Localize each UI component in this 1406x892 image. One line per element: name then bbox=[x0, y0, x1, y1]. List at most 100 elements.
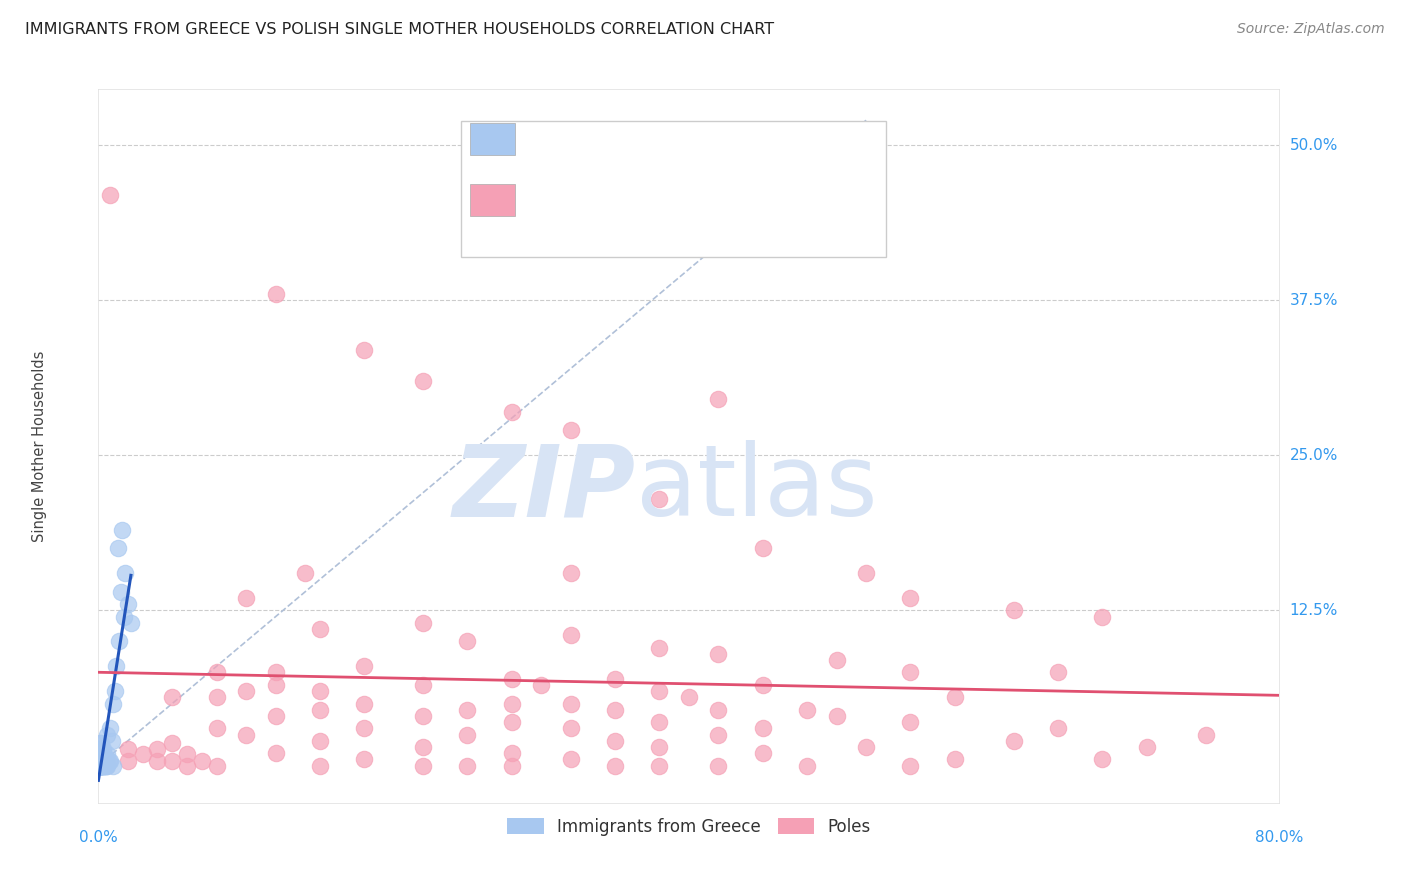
Point bbox=[648, 715, 671, 730]
Point bbox=[89, 747, 111, 762]
Point bbox=[605, 703, 627, 717]
Point bbox=[89, 758, 111, 772]
Point bbox=[560, 566, 582, 581]
Point bbox=[353, 343, 375, 357]
Point bbox=[309, 703, 332, 717]
Point bbox=[89, 758, 111, 772]
Text: IMMIGRANTS FROM GREECE VS POLISH SINGLE MOTHER HOUSEHOLDS CORRELATION CHART: IMMIGRANTS FROM GREECE VS POLISH SINGLE … bbox=[25, 22, 775, 37]
Point bbox=[501, 672, 523, 686]
Point bbox=[89, 758, 111, 772]
Point bbox=[94, 758, 117, 772]
Point bbox=[1091, 609, 1114, 624]
Point bbox=[752, 678, 775, 692]
Point bbox=[89, 758, 111, 772]
Point bbox=[117, 754, 139, 768]
Point bbox=[90, 747, 112, 762]
Text: 0.0%: 0.0% bbox=[79, 830, 118, 845]
Point bbox=[114, 566, 136, 581]
Point bbox=[91, 754, 114, 768]
Point bbox=[205, 690, 228, 705]
Point bbox=[110, 584, 132, 599]
Point bbox=[1091, 752, 1114, 766]
Point bbox=[90, 758, 112, 772]
Point bbox=[648, 684, 671, 698]
Point bbox=[412, 709, 434, 723]
Point bbox=[91, 758, 114, 772]
Point bbox=[89, 754, 111, 768]
Point bbox=[176, 758, 198, 772]
Point bbox=[605, 758, 627, 772]
Text: 25.0%: 25.0% bbox=[1289, 448, 1339, 463]
Text: 80.0%: 80.0% bbox=[1256, 830, 1303, 845]
Point bbox=[90, 754, 112, 768]
Point bbox=[89, 754, 111, 768]
Point bbox=[752, 541, 775, 556]
Point bbox=[501, 405, 523, 419]
Point bbox=[412, 758, 434, 772]
Legend: Immigrants from Greece, Poles: Immigrants from Greece, Poles bbox=[499, 810, 879, 845]
Point bbox=[132, 747, 155, 762]
Point bbox=[560, 752, 582, 766]
Point bbox=[93, 758, 115, 772]
Point bbox=[90, 758, 112, 772]
Point bbox=[90, 747, 112, 762]
Point bbox=[900, 591, 922, 605]
Point bbox=[162, 736, 183, 750]
Point bbox=[796, 703, 818, 717]
Point bbox=[530, 678, 553, 692]
Point bbox=[1136, 739, 1159, 754]
Point bbox=[457, 758, 479, 772]
Point bbox=[91, 758, 114, 772]
Point bbox=[309, 733, 332, 747]
Point bbox=[162, 690, 183, 705]
Point bbox=[96, 758, 118, 772]
Point bbox=[501, 758, 523, 772]
Point bbox=[294, 566, 316, 581]
Point bbox=[90, 736, 112, 750]
Point bbox=[111, 523, 134, 537]
Point bbox=[89, 754, 111, 768]
Point bbox=[191, 754, 214, 768]
Point bbox=[89, 742, 111, 756]
Point bbox=[93, 747, 115, 762]
Point bbox=[146, 754, 169, 768]
Point bbox=[309, 684, 332, 698]
Text: N = 95: N = 95 bbox=[668, 191, 728, 209]
Point bbox=[98, 722, 121, 736]
Point bbox=[89, 754, 111, 768]
Point bbox=[205, 722, 228, 736]
Point bbox=[90, 758, 112, 772]
Text: atlas: atlas bbox=[636, 441, 877, 537]
Point bbox=[264, 709, 287, 723]
Text: 37.5%: 37.5% bbox=[1289, 293, 1339, 308]
Text: Source: ZipAtlas.com: Source: ZipAtlas.com bbox=[1237, 22, 1385, 37]
FancyBboxPatch shape bbox=[461, 121, 886, 257]
Point bbox=[560, 722, 582, 736]
Point bbox=[91, 754, 114, 768]
Point bbox=[412, 374, 434, 388]
Point bbox=[90, 754, 112, 768]
Point bbox=[235, 684, 257, 698]
Point bbox=[89, 758, 111, 772]
Point bbox=[89, 758, 111, 772]
Point bbox=[707, 758, 730, 772]
Point bbox=[89, 758, 111, 772]
Point bbox=[707, 727, 730, 741]
Point bbox=[1002, 733, 1025, 747]
Point bbox=[309, 758, 332, 772]
Point bbox=[1046, 722, 1070, 736]
Point bbox=[89, 754, 111, 768]
Point bbox=[309, 622, 332, 636]
Point bbox=[120, 615, 142, 630]
Point bbox=[93, 754, 115, 768]
Point bbox=[855, 566, 877, 581]
FancyBboxPatch shape bbox=[471, 184, 516, 216]
Point bbox=[117, 597, 139, 611]
Point bbox=[353, 722, 375, 736]
Point bbox=[89, 748, 111, 763]
Text: ZIP: ZIP bbox=[453, 441, 636, 537]
Point bbox=[457, 727, 479, 741]
Point bbox=[89, 747, 111, 762]
Point bbox=[235, 727, 257, 741]
Point bbox=[412, 739, 434, 754]
